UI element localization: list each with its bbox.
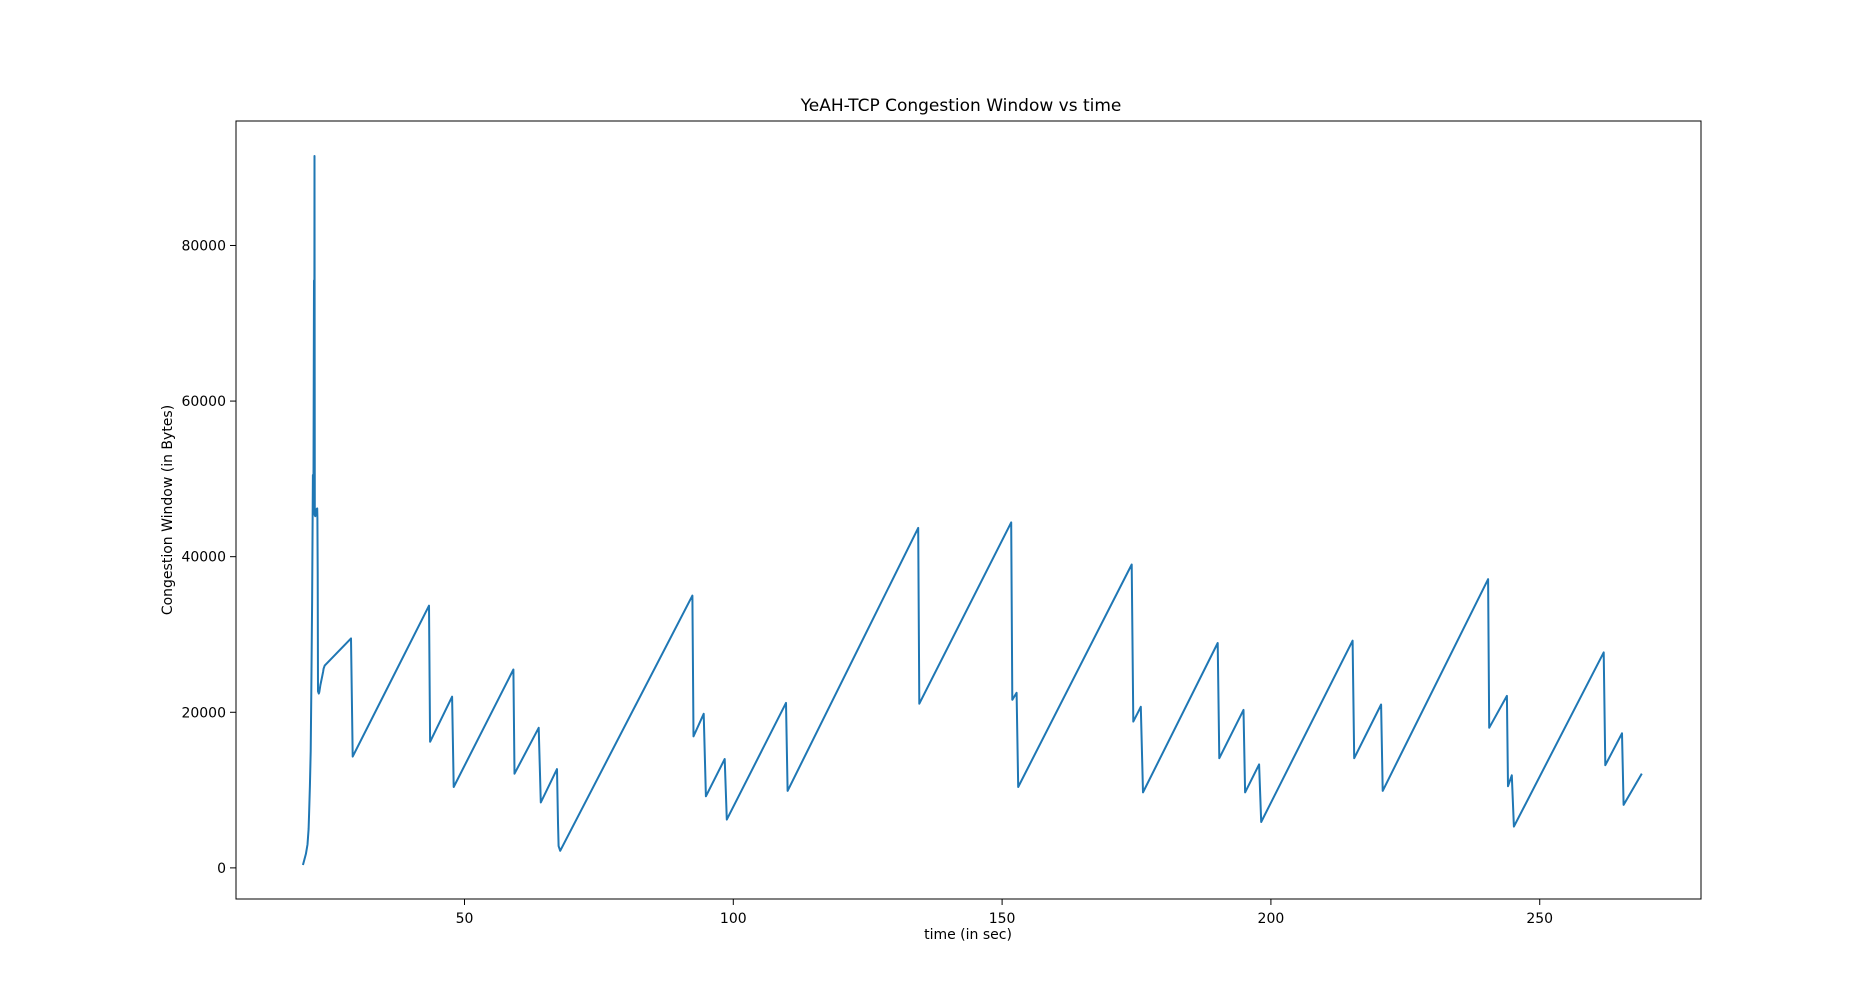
x-tick-label: 200 bbox=[1258, 911, 1285, 927]
y-tick-label: 20000 bbox=[181, 705, 226, 721]
y-tick-label: 40000 bbox=[181, 550, 226, 566]
chart-title: YeAH-TCP Congestion Window vs time bbox=[800, 96, 1122, 116]
y-axis-ticks: 0 20000 40000 60000 80000 bbox=[181, 238, 236, 877]
y-axis-label: Congestion Window (in Bytes) bbox=[160, 405, 176, 615]
y-tick-label: 80000 bbox=[181, 238, 226, 254]
x-tick-label: 150 bbox=[989, 911, 1016, 927]
series-line bbox=[301, 155, 1643, 866]
x-axis-label: time (in sec) bbox=[924, 927, 1012, 943]
plot-area bbox=[301, 155, 1643, 866]
x-axis-ticks: 50 100 150 200 250 bbox=[456, 899, 1553, 927]
x-tick-label: 250 bbox=[1526, 911, 1553, 927]
axes-frame bbox=[235, 120, 1702, 900]
x-tick-label: 100 bbox=[720, 911, 747, 927]
y-tick-label: 60000 bbox=[181, 394, 226, 410]
y-tick-label: 0 bbox=[217, 861, 226, 877]
x-tick-label: 50 bbox=[456, 911, 474, 927]
